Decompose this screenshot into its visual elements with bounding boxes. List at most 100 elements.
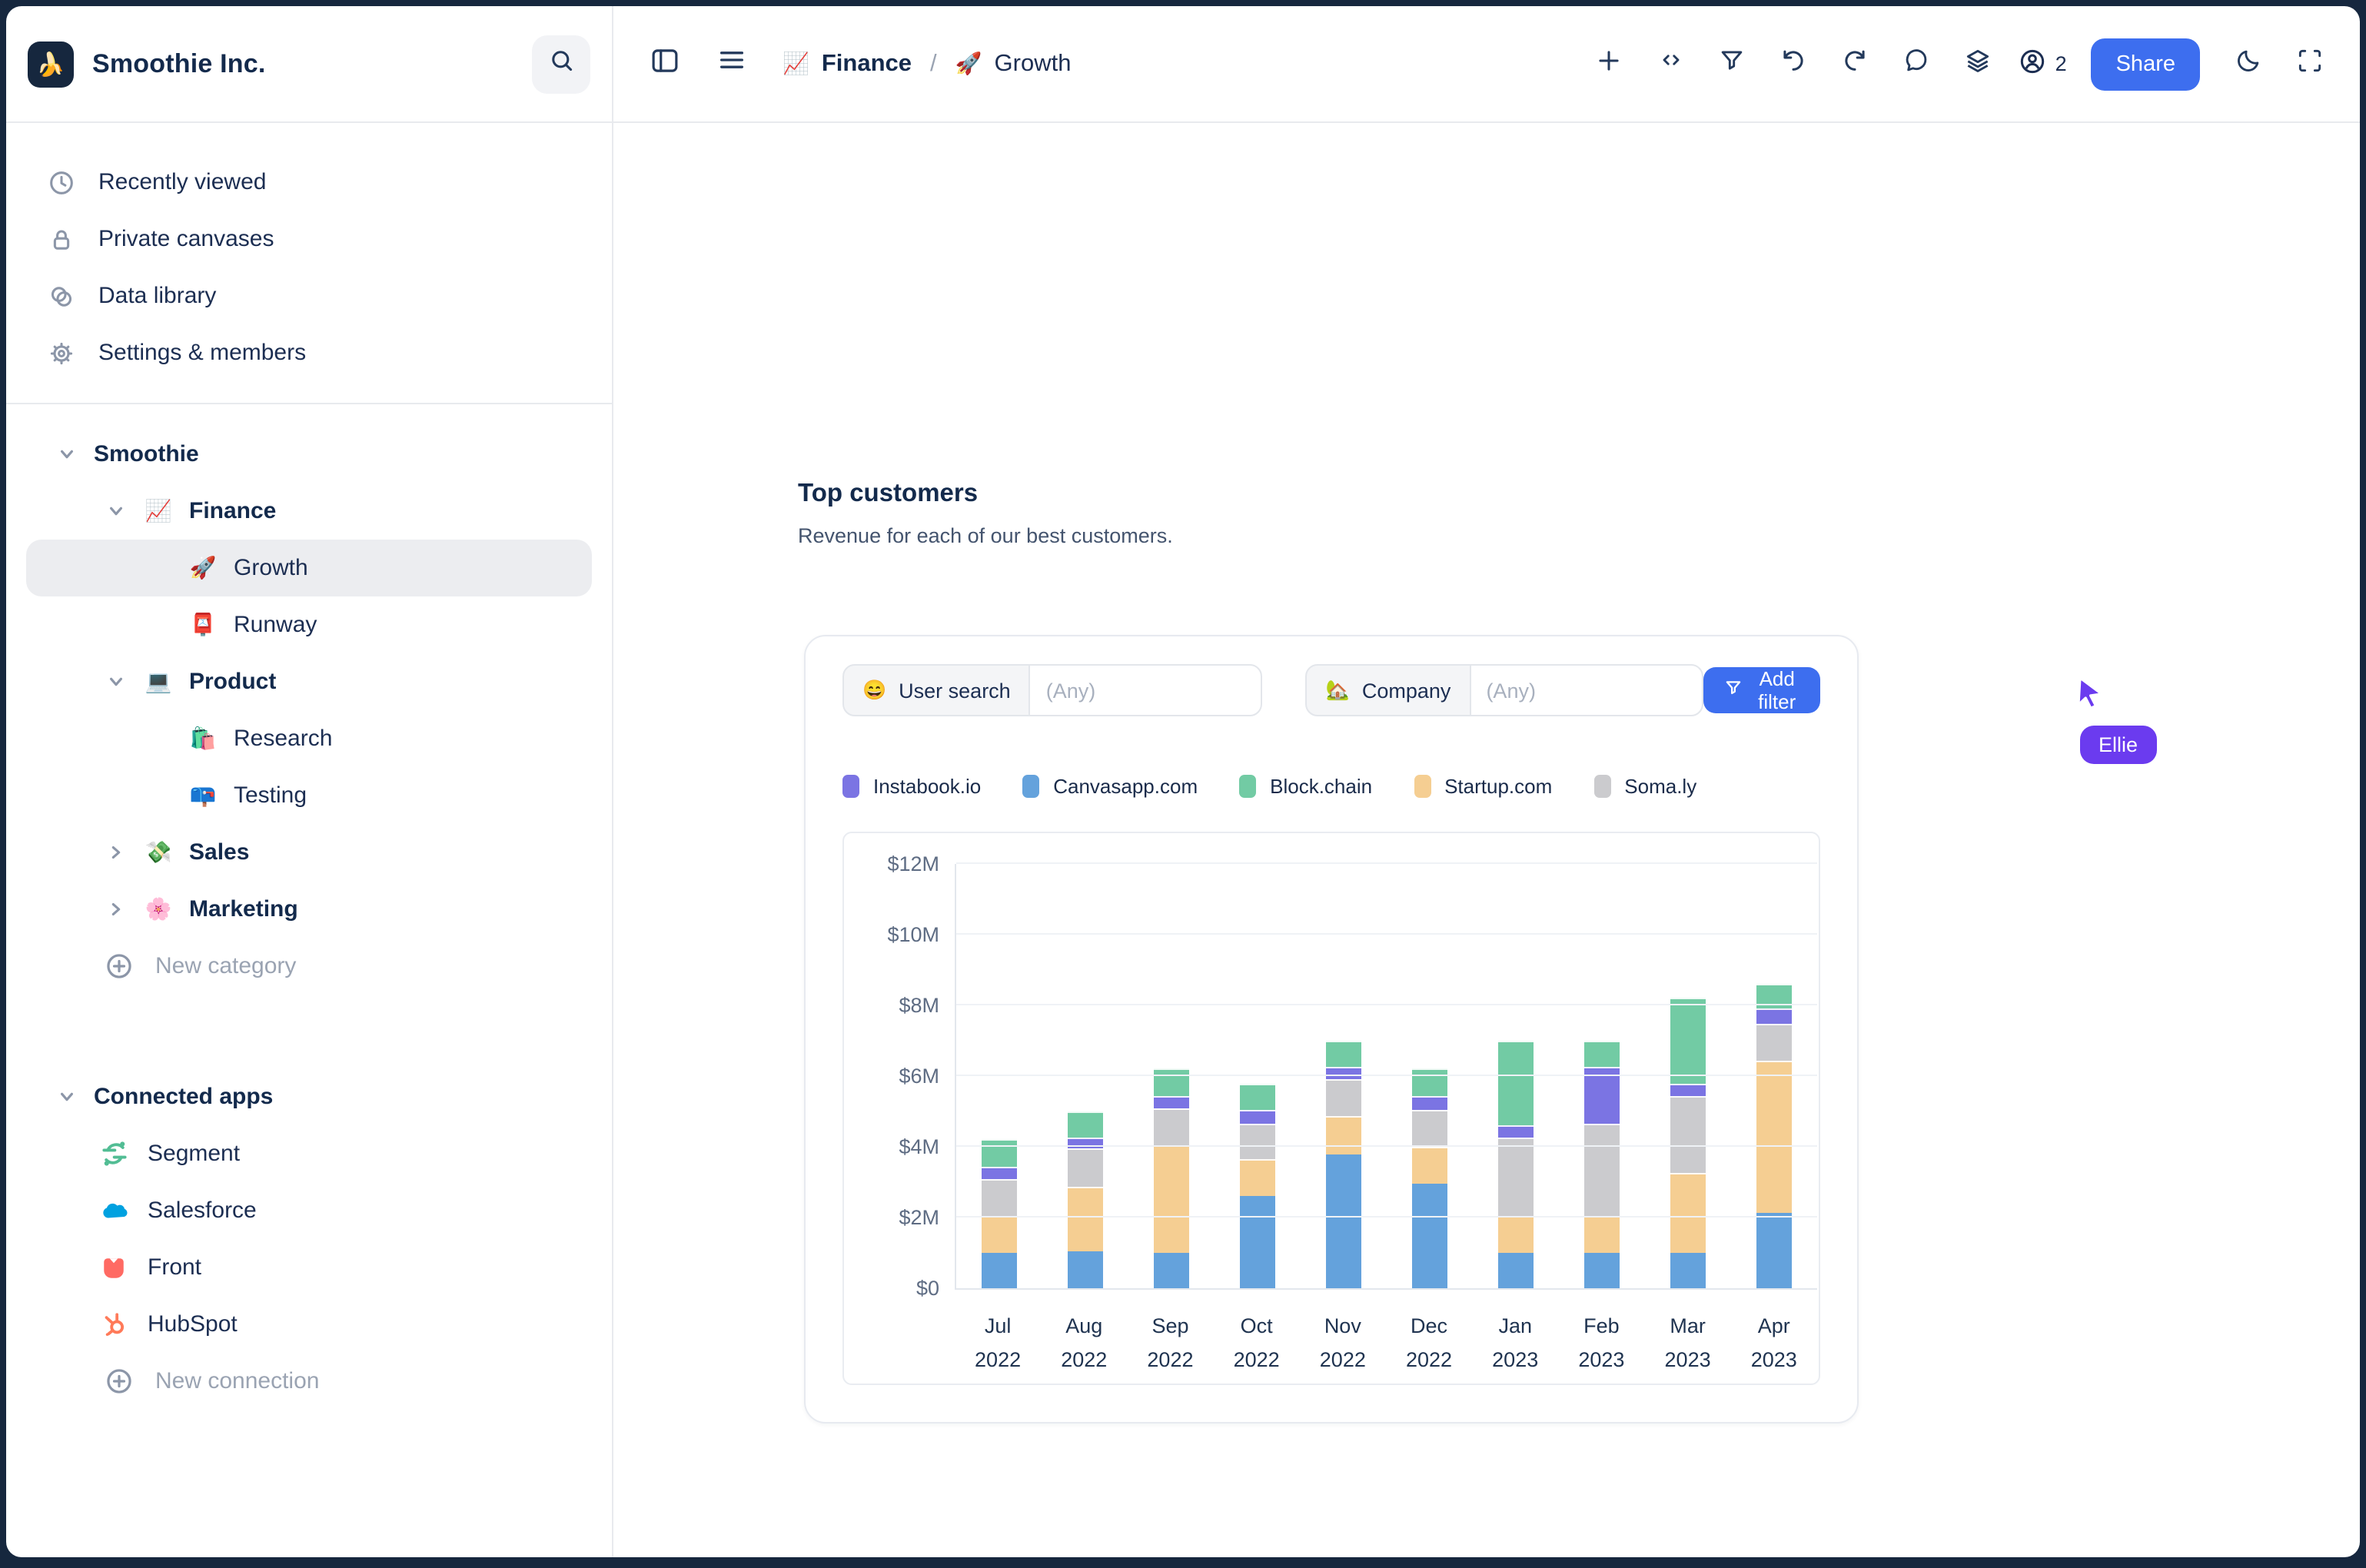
sidebar-item-testing[interactable]: 📪 Testing <box>26 767 592 824</box>
bar-segment-instabook-io[interactable] <box>982 1166 1017 1179</box>
bar-segment-startup-com[interactable] <box>1326 1116 1361 1154</box>
sidebar-item-smoothie[interactable]: Smoothie <box>26 426 592 483</box>
comments-button[interactable] <box>1894 41 1940 87</box>
chevron-right-icon[interactable] <box>106 844 125 861</box>
bar-segment-startup-com[interactable] <box>1412 1147 1447 1184</box>
chevron-right-icon[interactable] <box>106 901 125 918</box>
stacked-bar[interactable] <box>1412 864 1447 1288</box>
bar-segment-canvasapp-com[interactable] <box>1498 1253 1534 1288</box>
stacked-bar[interactable] <box>1240 864 1275 1288</box>
bar-segment-soma-ly[interactable] <box>1326 1079 1361 1117</box>
bar-segment-soma-ly[interactable] <box>1412 1109 1447 1148</box>
user-search-input[interactable] <box>1028 664 1263 716</box>
bar-segment-block-chain[interactable] <box>1154 1068 1189 1096</box>
sidebar-item-settings-members[interactable]: Settings & members <box>26 324 592 381</box>
bar-segment-soma-ly[interactable] <box>982 1178 1017 1216</box>
sidebar-item-research[interactable]: 🛍️ Research <box>26 710 592 767</box>
redo-button[interactable] <box>1833 41 1879 87</box>
bar-segment-canvasapp-com[interactable] <box>1756 1212 1792 1288</box>
bar-segment-soma-ly[interactable] <box>1584 1124 1620 1216</box>
bar-segment-block-chain[interactable] <box>1412 1068 1447 1096</box>
menu-button[interactable] <box>709 41 755 87</box>
bar-segment-canvasapp-com[interactable] <box>1240 1196 1275 1288</box>
sidebar-item-new-connection[interactable]: New connection <box>26 1353 592 1410</box>
bar-segment-canvasapp-com[interactable] <box>1068 1251 1103 1288</box>
bar-segment-block-chain[interactable] <box>1068 1111 1103 1138</box>
bar-segment-startup-com[interactable] <box>1240 1159 1275 1197</box>
bar-segment-instabook-io[interactable] <box>1756 1008 1792 1024</box>
bar-segment-canvasapp-com[interactable] <box>1412 1184 1447 1288</box>
bar-segment-startup-com[interactable] <box>982 1215 1017 1253</box>
toggle-sidebar-button[interactable] <box>641 41 687 87</box>
bar-segment-block-chain[interactable] <box>1240 1083 1275 1110</box>
sidebar-item-salesforce[interactable]: Salesforce <box>26 1182 592 1239</box>
sidebar-item-data-library[interactable]: Data library <box>26 267 592 324</box>
stacked-bar[interactable] <box>1154 864 1189 1288</box>
sidebar-item-marketing[interactable]: 🌸 Marketing <box>26 881 592 938</box>
bar-segment-startup-com[interactable] <box>1154 1144 1189 1253</box>
bar-segment-soma-ly[interactable] <box>1756 1023 1792 1061</box>
sidebar-item-hubspot[interactable]: HubSpot <box>26 1296 592 1353</box>
legend-item[interactable]: Block.chain <box>1239 775 1372 798</box>
sidebar-item-product[interactable]: 💻 Product <box>26 653 592 710</box>
stacked-bar[interactable] <box>1326 864 1361 1288</box>
breadcrumb-category[interactable]: Finance <box>821 50 912 76</box>
layers-button[interactable] <box>1956 41 2002 87</box>
sidebar-item-private-canvases[interactable]: Private canvases <box>26 211 592 267</box>
bar-segment-instabook-io[interactable] <box>1670 1083 1706 1096</box>
share-button[interactable]: Share <box>2091 38 2200 90</box>
stacked-bar[interactable] <box>1498 864 1534 1288</box>
legend-item[interactable]: Soma.ly <box>1593 775 1696 798</box>
bar-segment-instabook-io[interactable] <box>1154 1095 1189 1108</box>
bar-segment-soma-ly[interactable] <box>1154 1108 1189 1145</box>
chevron-down-icon[interactable] <box>57 1088 75 1105</box>
bar-segment-block-chain[interactable] <box>1326 1041 1361 1068</box>
bar-segment-startup-com[interactable] <box>1068 1187 1103 1251</box>
bar-segment-instabook-io[interactable] <box>1498 1125 1534 1138</box>
chevron-down-icon[interactable] <box>106 503 125 520</box>
sidebar-item-finance[interactable]: 📈 Finance <box>26 483 592 540</box>
stacked-bar[interactable] <box>982 864 1017 1288</box>
sidebar-item-segment[interactable]: Segment <box>26 1125 592 1182</box>
add-block-button[interactable] <box>1587 41 1633 87</box>
sidebar-item-connected-apps[interactable]: Connected apps <box>26 1068 592 1125</box>
sidebar-item-sales[interactable]: 💸 Sales <box>26 824 592 881</box>
bar-segment-startup-com[interactable] <box>1584 1215 1620 1253</box>
code-button[interactable] <box>1648 41 1694 87</box>
bar-segment-canvasapp-com[interactable] <box>1670 1253 1706 1288</box>
search-button[interactable] <box>532 35 590 93</box>
add-filter-button[interactable]: Add filter <box>1703 667 1820 713</box>
breadcrumb-page[interactable]: Growth <box>994 50 1072 76</box>
active-users[interactable]: 2 <box>2017 46 2067 81</box>
stacked-bar[interactable] <box>1584 864 1620 1288</box>
sidebar-item-growth[interactable]: 🚀 Growth <box>26 540 592 596</box>
legend-item[interactable]: Startup.com <box>1414 775 1552 798</box>
chevron-down-icon[interactable] <box>106 673 125 690</box>
stacked-bar[interactable] <box>1756 864 1792 1288</box>
bar-segment-canvasapp-com[interactable] <box>1326 1154 1361 1288</box>
bar-segment-block-chain[interactable] <box>982 1139 1017 1167</box>
bar-segment-startup-com[interactable] <box>1498 1215 1534 1253</box>
bar-segment-startup-com[interactable] <box>1670 1173 1706 1253</box>
undo-button[interactable] <box>1771 41 1817 87</box>
bar-segment-soma-ly[interactable] <box>1068 1148 1103 1188</box>
legend-item[interactable]: Instabook.io <box>842 775 981 798</box>
fullscreen-button[interactable] <box>2286 41 2332 87</box>
sidebar-item-runway[interactable]: 📮 Runway <box>26 596 592 653</box>
bar-segment-canvasapp-com[interactable] <box>982 1253 1017 1288</box>
company-input[interactable] <box>1469 664 1703 716</box>
stacked-bar[interactable] <box>1670 864 1706 1288</box>
stacked-bar[interactable] <box>1068 864 1103 1288</box>
bar-segment-block-chain[interactable] <box>1670 998 1706 1084</box>
filter-button[interactable] <box>1710 41 1756 87</box>
bar-segment-canvasapp-com[interactable] <box>1154 1253 1189 1288</box>
dark-mode-button[interactable] <box>2225 41 2271 87</box>
bar-segment-canvasapp-com[interactable] <box>1584 1253 1620 1288</box>
bar-segment-instabook-io[interactable] <box>1068 1138 1103 1149</box>
bar-segment-instabook-io[interactable] <box>1584 1067 1620 1125</box>
bar-segment-instabook-io[interactable] <box>1240 1109 1275 1125</box>
bar-segment-soma-ly[interactable] <box>1670 1095 1706 1174</box>
chevron-down-icon[interactable] <box>57 446 75 463</box>
bar-segment-soma-ly[interactable] <box>1498 1138 1534 1216</box>
sidebar-item-new-category[interactable]: New category <box>26 938 592 995</box>
